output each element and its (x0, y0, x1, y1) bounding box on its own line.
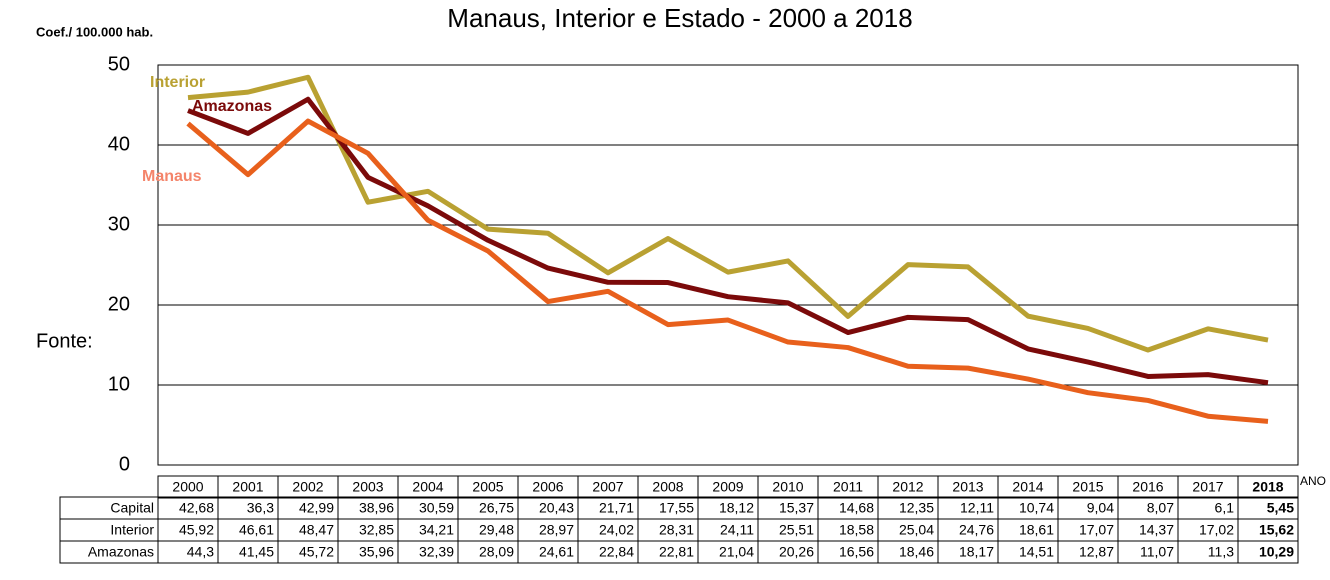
table-value: 41,45 (239, 544, 274, 560)
table-value: 18,61 (1019, 522, 1054, 538)
table-value: 18,46 (899, 544, 934, 560)
y-axis-label: Coef./ 100.000 hab. (36, 24, 153, 39)
table-value: 45,72 (299, 544, 334, 560)
table-value: 34,21 (419, 522, 454, 538)
x-tick-label: 2012 (892, 479, 923, 495)
table-value: 16,56 (839, 544, 874, 560)
table-value: 8,07 (1147, 500, 1174, 516)
table-value: 45,92 (179, 522, 214, 538)
table-value: 10,29 (1259, 544, 1294, 560)
x-tick-label: 2007 (592, 479, 623, 495)
x-tick-label: 2002 (292, 479, 323, 495)
y-tick-label: 50 (108, 53, 130, 75)
x-tick-label: 2018 (1252, 479, 1283, 495)
series-label: Interior (150, 74, 205, 91)
x-tick-label: 2008 (652, 479, 683, 495)
table-value: 11,3 (1208, 544, 1234, 560)
x-tick-label: 2013 (952, 479, 983, 495)
table-value: 15,62 (1259, 522, 1294, 538)
x-tick-label: 2006 (532, 479, 563, 495)
table-value: 25,51 (779, 522, 814, 538)
table-value: 5,45 (1267, 500, 1294, 516)
table-value: 24,61 (539, 544, 574, 560)
y-tick-label: 20 (108, 293, 130, 315)
table-cell (1237, 540, 1299, 564)
plot-border (157, 64, 1299, 466)
table-value: 26,75 (479, 500, 514, 516)
table-value: 24,11 (720, 522, 754, 538)
x-tick-label: 2017 (1192, 479, 1223, 495)
table-value: 32,85 (359, 522, 394, 538)
table-value: 24,76 (959, 522, 994, 538)
x-axis-label: ANO (1300, 474, 1326, 488)
table-value: 14,51 (1019, 544, 1054, 560)
table-value: 12,11 (960, 500, 994, 516)
table-value: 28,31 (659, 522, 694, 538)
table-cell (1237, 475, 1299, 499)
table-value: 30,59 (419, 500, 454, 516)
source-label: Fonte: (36, 330, 93, 352)
x-tick-label: 2009 (712, 479, 743, 495)
x-tick-label: 2005 (472, 479, 503, 495)
table-value: 17,07 (1079, 522, 1114, 538)
table-value: 42,68 (179, 500, 214, 516)
y-tick-label: 40 (108, 133, 130, 155)
x-tick-label: 2016 (1132, 479, 1163, 495)
series-label: Amazonas (192, 98, 272, 115)
table-value: 18,58 (839, 522, 874, 538)
chart-title: Manaus, Interior e Estado - 2000 a 2018 (447, 3, 912, 33)
table-value: 22,84 (599, 544, 634, 560)
x-tick-label: 2014 (1012, 479, 1043, 495)
table-value: 36,3 (247, 500, 274, 516)
table-row-label: Interior (110, 522, 154, 538)
y-tick-label: 30 (108, 213, 130, 235)
table-value: 48,47 (299, 522, 334, 538)
table-value: 28,09 (479, 544, 514, 560)
table-value: 24,02 (599, 522, 634, 538)
table-value: 15,37 (779, 500, 814, 516)
x-tick-label: 2001 (232, 479, 263, 495)
table-value: 21,71 (599, 500, 634, 516)
table-value: 28,97 (539, 522, 574, 538)
x-tick-label: 2000 (172, 479, 203, 495)
x-tick-label: 2010 (772, 479, 803, 495)
table-value: 35,96 (359, 544, 394, 560)
table-value: 20,43 (539, 500, 574, 516)
table-value: 17,02 (1199, 522, 1234, 538)
table-value: 21,04 (719, 544, 754, 560)
table-value: 12,87 (1079, 544, 1114, 560)
table-row-label: Amazonas (88, 544, 154, 560)
table-value: 44,3 (187, 544, 214, 560)
line-series (187, 74, 1269, 353)
annotation: Manaus (142, 168, 202, 185)
table-value: 32,39 (419, 544, 454, 560)
table-value: 46,61 (239, 522, 274, 538)
table-value: 25,04 (899, 522, 934, 538)
table-value: 29,48 (479, 522, 514, 538)
table-value: 9,04 (1087, 500, 1114, 516)
table-row-label: Capital (110, 500, 154, 516)
table-value: 6,1 (1215, 500, 1235, 516)
table-value: 11,07 (1140, 544, 1174, 560)
x-tick-label: 2015 (1072, 479, 1103, 495)
table-value: 17,55 (659, 500, 694, 516)
x-tick-label: 2003 (352, 479, 383, 495)
table-value: 14,68 (839, 500, 874, 516)
y-tick-label: 10 (108, 373, 130, 395)
table-value: 18,17 (959, 544, 994, 560)
table-value: 14,37 (1139, 522, 1174, 538)
line-series (187, 96, 1269, 386)
x-tick-label: 2011 (833, 479, 863, 495)
table-value: 18,12 (719, 500, 754, 516)
table-value: 20,26 (779, 544, 814, 560)
table-value: 38,96 (359, 500, 394, 516)
line-series (186, 118, 1269, 424)
y-tick-label: 0 (119, 453, 130, 475)
table-value: 12,35 (899, 500, 934, 516)
table-value: 10,74 (1019, 500, 1054, 516)
x-tick-label: 2004 (412, 479, 443, 495)
table-value: 42,99 (299, 500, 334, 516)
table-value: 22,81 (659, 544, 694, 560)
